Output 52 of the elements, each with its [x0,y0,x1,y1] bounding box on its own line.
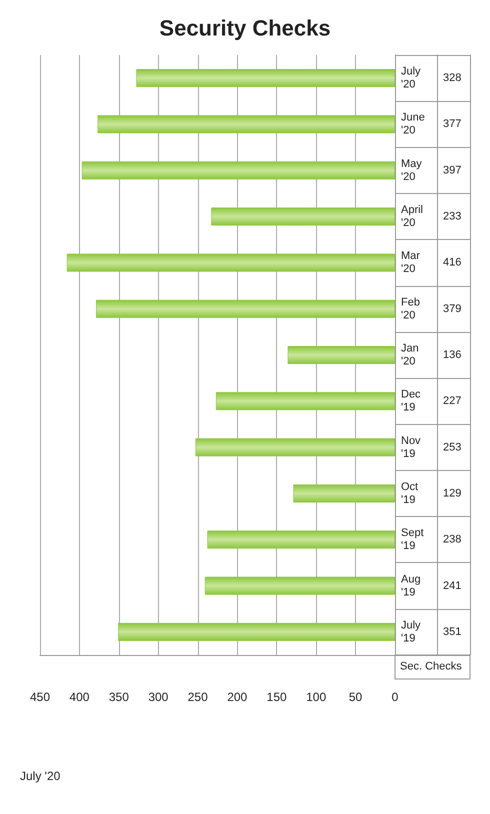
series-label: Sec. Checks [400,660,462,672]
x-tick-label: 50 [348,690,363,704]
data-label: 238 [443,534,462,546]
data-label: 379 [443,302,462,315]
data-label: 227 [443,395,462,408]
y-tick-label: Oct '19 [401,480,418,506]
x-tick-label: 100 [306,690,326,704]
y-tick-label: Nov '19 [401,434,422,460]
data-label: 397 [443,164,462,176]
data-label: 328 [443,72,462,84]
bar [288,346,395,364]
y-tick-label: April '20 [401,204,424,230]
bar [98,115,395,134]
data-label: 233 [443,210,462,223]
y-tick-label: Dec '19 [401,388,422,414]
bar [195,438,395,456]
y-tick-label: July '19 [401,619,422,644]
bar [96,300,395,318]
data-label: 351 [443,626,462,638]
bar [216,392,395,410]
data-label: 416 [443,256,462,269]
x-tick-label: 300 [148,690,169,704]
data-label: 377 [443,118,462,130]
x-tick-label: 150 [266,690,287,704]
y-tick-label: July '20 [401,66,422,91]
y-tick-label: Mar '20 [401,250,420,276]
text: July '20 [20,769,61,783]
bar [118,622,395,641]
x-tick-label: 250 [188,690,208,704]
data-label: 129 [443,487,462,500]
x-tick-label: 350 [108,690,130,704]
y-tick-label: Feb '20 [401,296,420,322]
data-label: 253 [443,441,462,454]
bar [211,208,395,226]
bar [207,530,395,549]
bar [66,254,395,272]
bar [293,484,395,502]
y-tick-label: Aug '19 [401,573,421,598]
y-tick-label: Jan '20 [401,342,419,368]
x-tick-label: 450 [30,690,50,704]
x-tick-label: 0 [392,690,399,704]
bar [136,69,395,88]
y-tick-label: May '20 [401,158,422,183]
y-tick-label: Sept '19 [401,527,424,552]
bar [204,576,395,595]
x-tick-label: 400 [69,690,90,704]
data-label: 241 [443,580,462,592]
x-tick-label: 200 [227,690,248,704]
chart-title: Security Checks [159,16,331,40]
data-label: 136 [443,349,462,361]
y-tick-label: June '20 [401,112,425,137]
bar [82,161,395,180]
